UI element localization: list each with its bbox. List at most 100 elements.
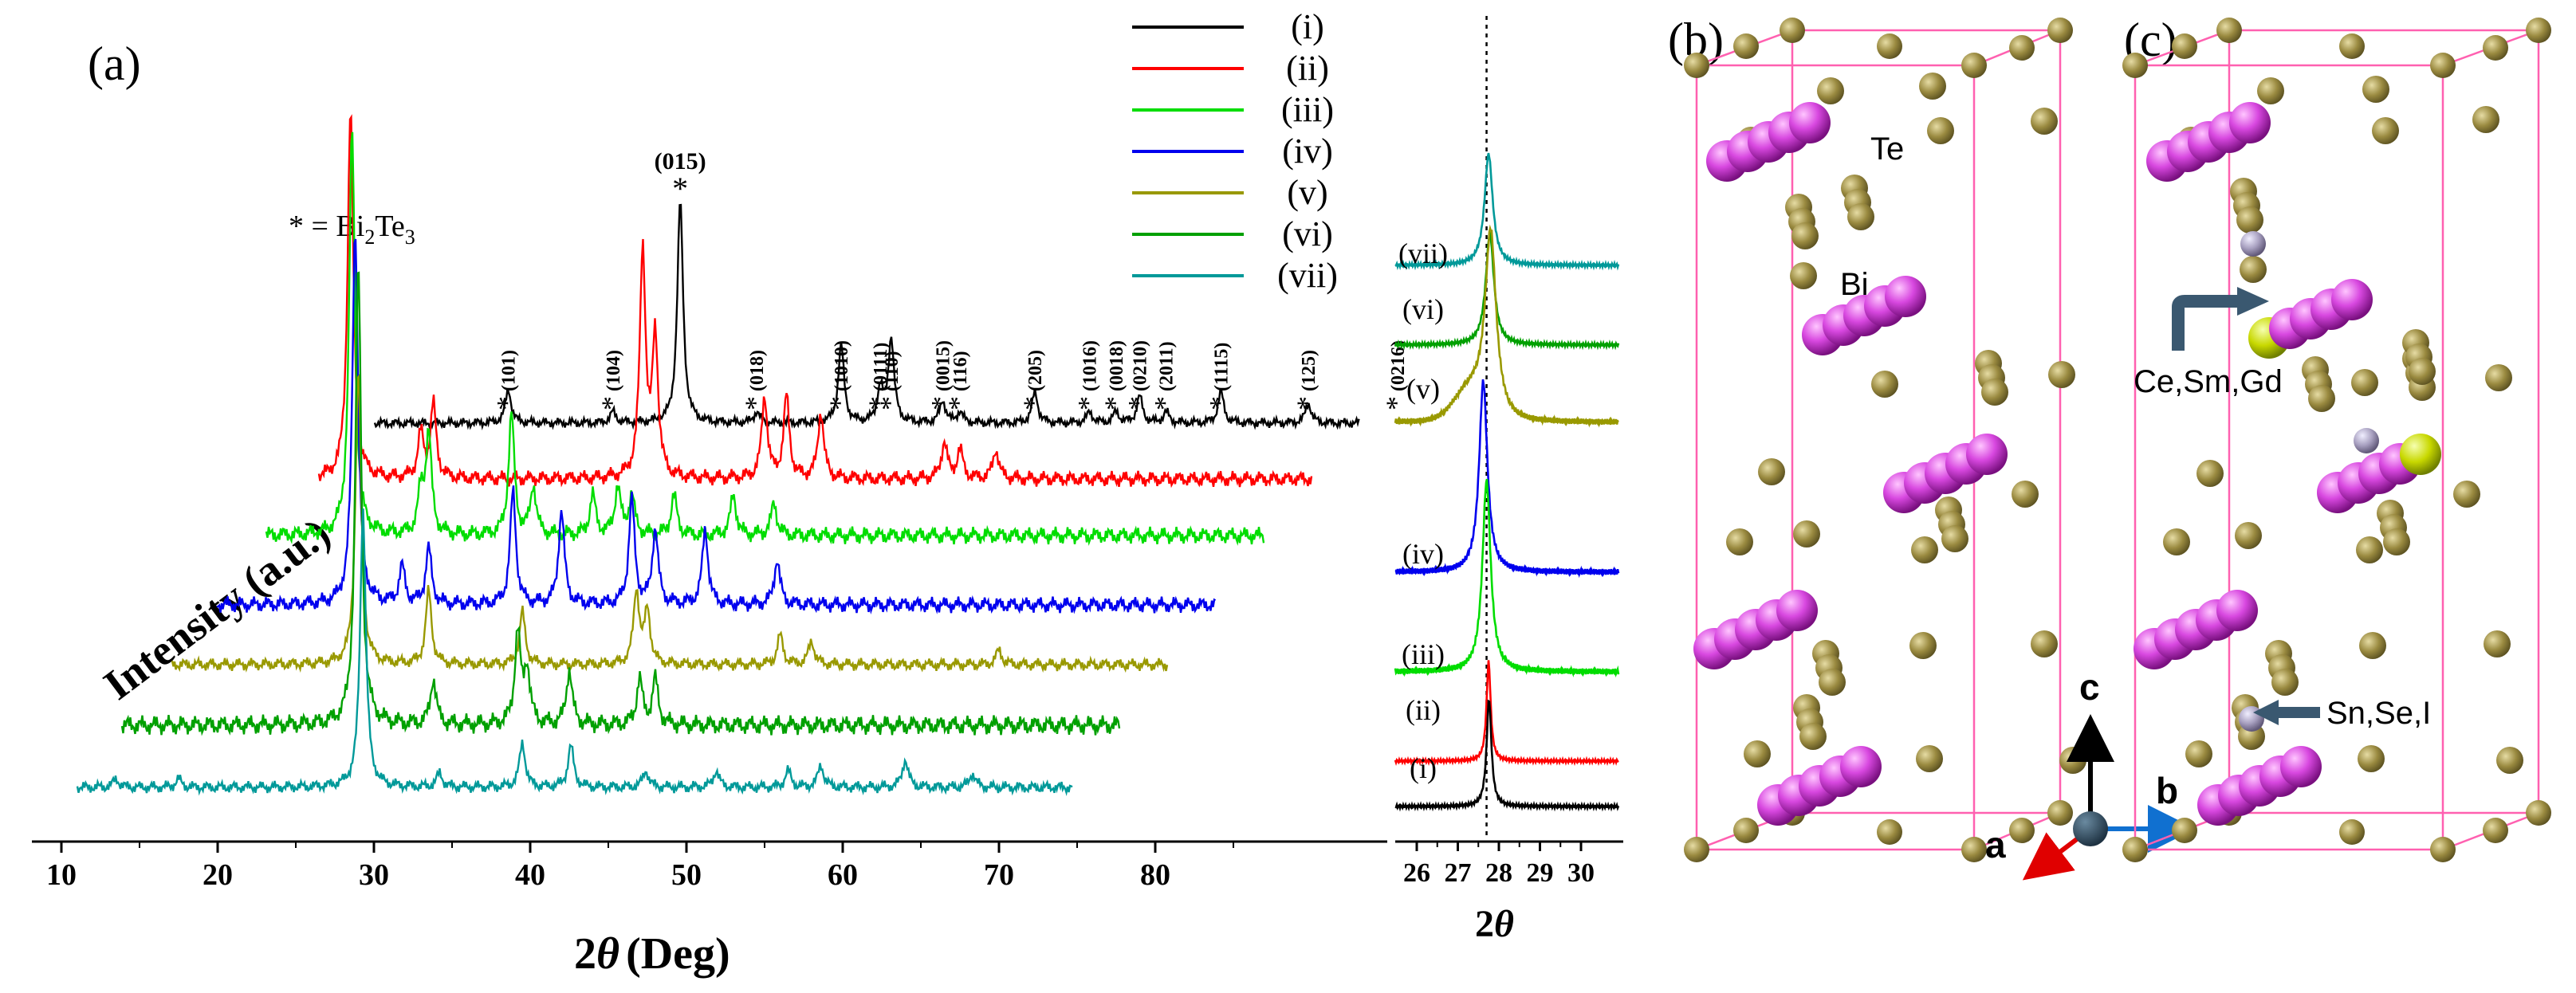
bi-atom: [2331, 279, 2373, 320]
bi-atom: [1840, 746, 1882, 787]
te-atom: [2236, 206, 2263, 234]
te-atom: [1733, 818, 1759, 843]
peak-label: * (2011): [1149, 341, 1181, 410]
te-atom: [2185, 740, 2212, 767]
peak-star: *: [1203, 396, 1235, 410]
te-atom: [1684, 837, 1709, 862]
peak-label: * (1016): [1072, 340, 1104, 410]
bi-atom: [2216, 590, 2258, 631]
te-atom: [2383, 528, 2410, 555]
x-axis-label-unit: (Deg): [626, 929, 730, 979]
te-atom: [2271, 669, 2299, 696]
te-atom: [1799, 723, 1827, 750]
series-trace-6: [120, 271, 1121, 736]
bi-atom: [1966, 434, 2008, 475]
panel-a: (a) * = Bi2Te3 Intensity (a.u.) (015)**(…: [32, 7, 1412, 979]
peak-star: *: [1017, 396, 1049, 410]
inset-series-label: (vii): [1398, 237, 1448, 269]
substituted-atom: [2240, 231, 2266, 257]
peak-label-text: (1010): [832, 340, 852, 391]
te-atom: [2235, 522, 2262, 549]
legend: (i)(ii)(iii)(iv)(v)(vi)(vii): [1132, 7, 1338, 295]
inset-series-label: (v): [1406, 373, 1440, 405]
panel-a-label: (a): [88, 37, 141, 90]
inset-x-axis-label: 2θ: [1475, 903, 1514, 945]
peak-label-text: (018): [747, 350, 768, 391]
inset-trace-5: [1394, 478, 1620, 678]
peak-label-text: (205): [1025, 350, 1046, 391]
dopant-pointer-head: [2237, 287, 2269, 316]
te-atom: [1790, 262, 1817, 289]
dopant-label: Ce,Sm,Gd: [2134, 364, 2283, 399]
te-atom: [2430, 837, 2456, 862]
te-atom: [2372, 117, 2399, 144]
peak-label-015: (015): [655, 148, 706, 175]
te-atom: [2351, 369, 2378, 396]
te-atom: [2172, 818, 2197, 843]
peak-label: * (0111): [863, 343, 895, 410]
dopant-atom: [2400, 434, 2441, 475]
atoms-b: [1684, 18, 2086, 862]
peak-label: * (1115): [1203, 343, 1235, 410]
annotation-mid: Te: [375, 210, 404, 243]
inset-series-label: (i): [1410, 752, 1437, 784]
te-atom: [2216, 18, 2242, 43]
x-axis-label-two: 2: [574, 929, 596, 979]
peak-label-text: (0210): [1130, 340, 1150, 391]
peak-star: *: [824, 396, 855, 410]
peak-label-text: (1115): [1211, 343, 1232, 391]
te-atom: [1744, 740, 1771, 767]
te-atom: [2172, 33, 2197, 59]
te-atom: [2483, 818, 2508, 843]
inset-x-axis-label-theta: θ: [1494, 903, 1514, 945]
panel-a-inset: (vii)(vi)(v)(iv)(iii)(ii)(i) 26 27 28 29 30 …: [1394, 16, 1623, 945]
inset-x-tick-label: 30: [1567, 858, 1595, 888]
inset-series-label: (vi): [1402, 293, 1444, 325]
peak-star: *: [672, 171, 688, 206]
peak-star: *: [1099, 396, 1131, 410]
panel-c-doped-structure: (c) Ce,Sm,Gd Sn,Se,I: [2122, 14, 2551, 862]
inset-trace-3: [1394, 224, 1619, 428]
te-atom: [2339, 33, 2365, 59]
peak-label-text: (110): [882, 351, 903, 391]
panel-b-crystal-structure: (b) Te Bi c b a: [1668, 14, 2196, 881]
x-axis-label: 2θ (Deg): [574, 929, 730, 979]
peak-label: * (018): [739, 350, 771, 410]
peak-star: *: [1291, 396, 1323, 410]
peak-label: * (104): [596, 350, 627, 410]
peak-label: * (0216): [1380, 340, 1412, 410]
inset-trace-6: [1394, 660, 1619, 767]
x-tick-label: 10: [46, 858, 77, 892]
peak-label-text: (0018): [1107, 340, 1127, 391]
inset-series-label: (iii): [1402, 638, 1445, 670]
x-tick-label: 20: [203, 858, 233, 892]
te-atom: [2356, 536, 2383, 563]
te-atom: [1847, 203, 1874, 230]
peak-star: *: [925, 396, 957, 410]
inset-trace-2: [1394, 232, 1620, 351]
te-atom: [2047, 800, 2073, 826]
te-atom: [2009, 35, 2035, 61]
x-axis-label-theta: θ: [596, 929, 619, 979]
te-atom: [1927, 117, 1954, 144]
peak-label-text: (0216): [1388, 340, 1409, 391]
series-trace-2: [317, 114, 1313, 489]
axes-triad: c b a: [1985, 666, 2196, 881]
te-atom: [2048, 361, 2075, 388]
te-atom: [2009, 818, 2035, 843]
te-atom: [2453, 481, 2480, 508]
te-atom: [1961, 837, 1987, 862]
x-tick-label: 60: [828, 858, 858, 892]
peak-label-text: (1016): [1080, 340, 1101, 391]
series-trace-3: [265, 131, 1265, 546]
inset-series-label: (iv): [1402, 538, 1444, 570]
atoms-c: [2122, 18, 2551, 862]
x-tick-label: 30: [359, 858, 389, 892]
inset-series-label: (ii): [1406, 694, 1441, 726]
legend-label: (i): [1291, 7, 1324, 46]
te-atom: [2059, 747, 2086, 774]
te-atom: [2358, 745, 2385, 772]
peak-label-text: (2011): [1157, 341, 1178, 391]
te-atom: [2409, 358, 2436, 385]
peak-star: *: [1149, 396, 1181, 410]
